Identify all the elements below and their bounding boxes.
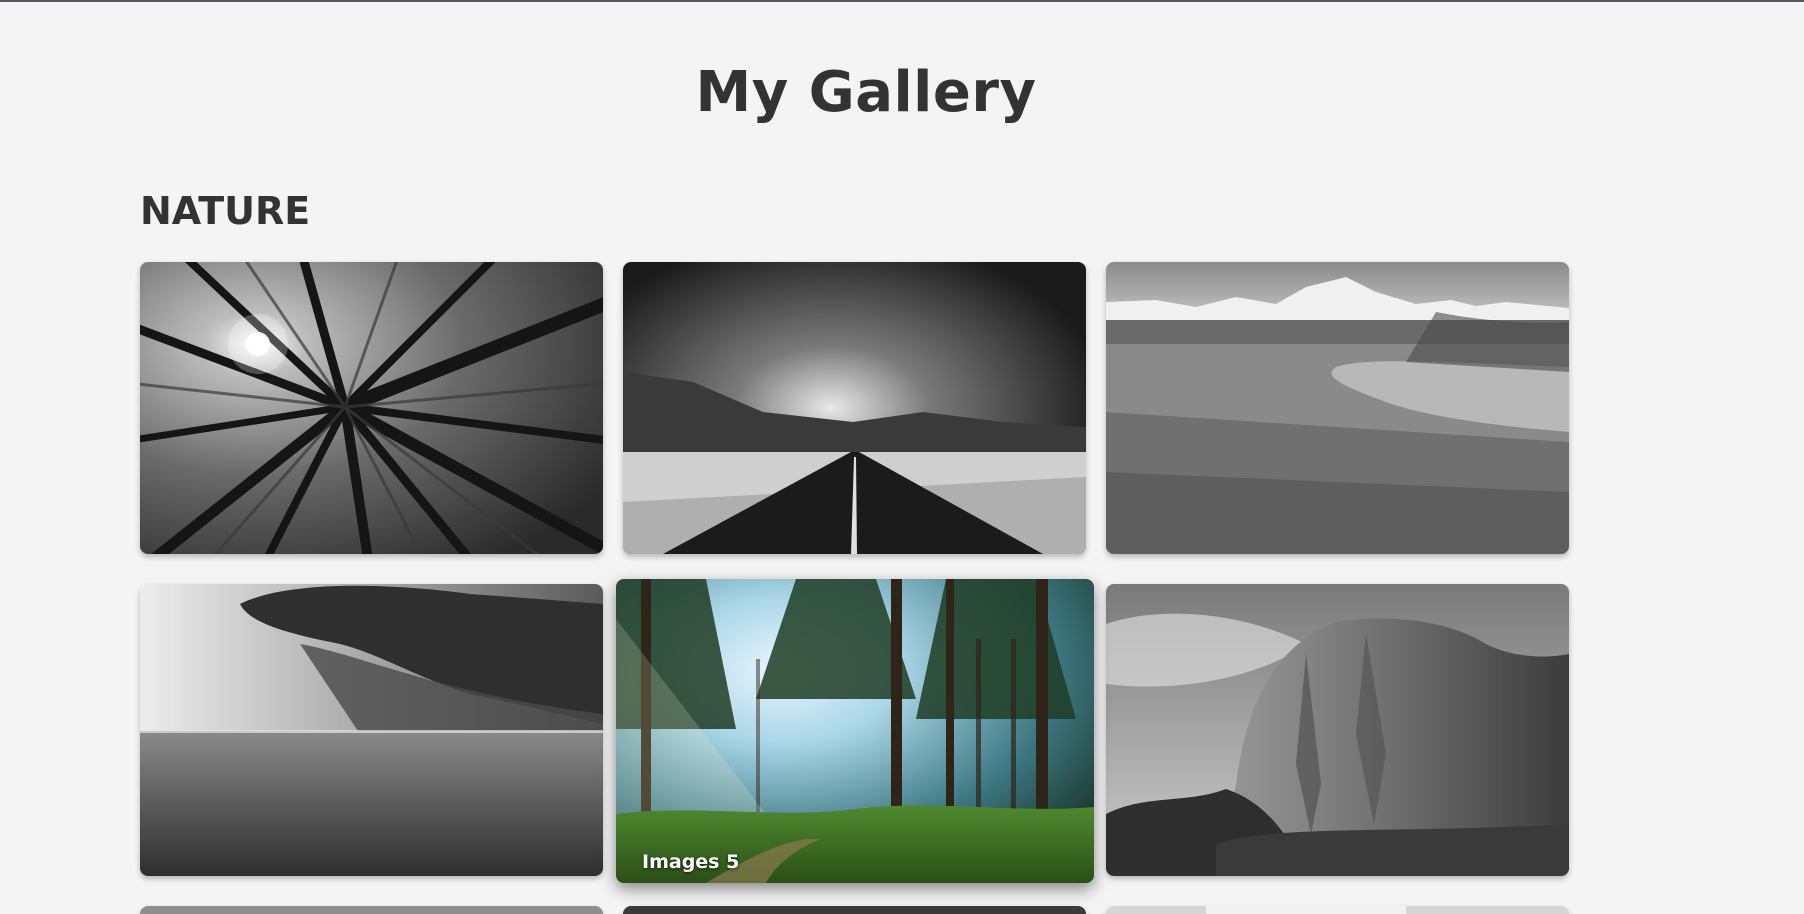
gallery-item-caption: Images 5 (642, 851, 740, 873)
gallery-item-mountain-lake[interactable] (1106, 262, 1569, 554)
gallery-item-half-dome[interactable] (1106, 584, 1569, 876)
gallery-item-row3-col1[interactable] (140, 906, 603, 914)
forest-canopy-image (140, 262, 603, 554)
half-dome-image (1106, 584, 1569, 876)
misty-forest-image (616, 579, 1094, 883)
storm-sea-image (140, 584, 603, 876)
row3-col2-image (623, 906, 1086, 914)
gallery-grid: Images 5 (140, 262, 1570, 914)
gallery-item-misty-forest[interactable]: Images 5 (616, 579, 1094, 883)
gallery-item-storm-sea[interactable] (140, 584, 603, 876)
gallery-item-row3-col2[interactable] (623, 906, 1086, 914)
page-title: My Gallery (695, 60, 1037, 125)
gallery-item-forest-canopy[interactable] (140, 262, 603, 554)
gallery-item-road[interactable] (623, 262, 1086, 554)
mountain-lake-image (1106, 262, 1569, 554)
road-image (623, 262, 1086, 554)
section-title-nature: NATURE (140, 189, 311, 233)
row3-col1-image (140, 906, 603, 914)
row3-col3-image (1106, 906, 1569, 914)
gallery-item-row3-col3[interactable] (1106, 906, 1569, 914)
